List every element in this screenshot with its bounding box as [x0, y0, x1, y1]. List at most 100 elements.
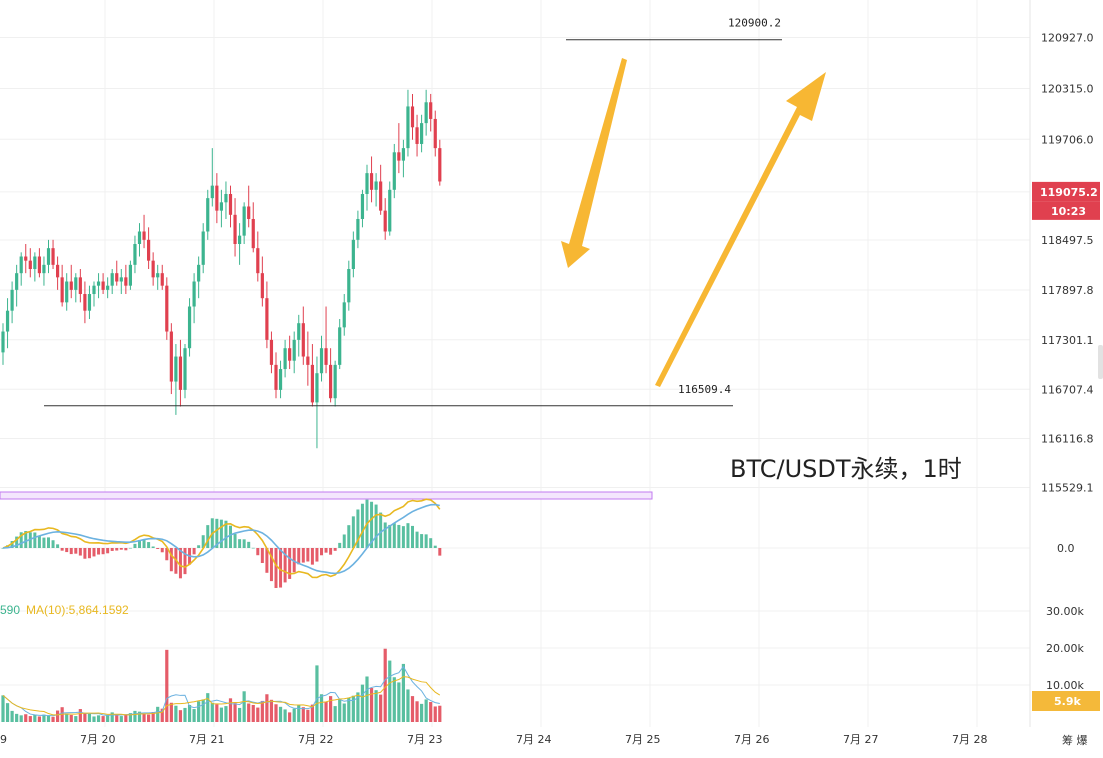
- candle-down: [60, 277, 64, 303]
- macd-histogram-bar: [351, 516, 355, 548]
- macd-histogram-bar: [56, 544, 60, 548]
- volume-bar: [315, 665, 319, 722]
- candle-down: [101, 281, 105, 290]
- candlestick-series: [1, 89, 442, 449]
- macd-histogram-bar: [33, 532, 37, 548]
- volume-tick-label: 30.00k: [1046, 605, 1084, 618]
- candle-up: [351, 239, 355, 270]
- macd-histogram-bar: [101, 548, 105, 555]
- current-volume-value: 5.9k: [1054, 695, 1081, 708]
- macd-histogram-bar: [360, 503, 364, 548]
- volume-bar: [433, 706, 437, 722]
- time-tick-label: 9: [0, 733, 7, 746]
- macd-histogram-bar: [233, 534, 237, 548]
- candle-down: [160, 273, 164, 286]
- candle-down: [433, 118, 437, 149]
- candle-up: [119, 277, 123, 282]
- macd-histogram-bar: [401, 526, 405, 548]
- macd-histogram-bar: [420, 534, 424, 548]
- price-tick-label: 120315.0: [1041, 83, 1094, 96]
- price-tick-label: 116116.8: [1041, 433, 1094, 446]
- macd-histogram-bar: [306, 548, 310, 562]
- macd-histogram-bar: [297, 548, 301, 565]
- volume-bar: [369, 687, 374, 722]
- volume-bar: [310, 704, 314, 722]
- candle-down: [265, 298, 269, 340]
- candle-up: [210, 185, 214, 199]
- annotation-arrows[interactable]: [561, 58, 826, 387]
- candle-down: [383, 210, 387, 232]
- volume-bar: [392, 677, 396, 722]
- price-tick-label: 117897.8: [1041, 284, 1094, 297]
- candle-up: [319, 348, 324, 374]
- macd-histogram-bar: [119, 548, 123, 550]
- volume-bar: [297, 705, 301, 722]
- candle-down: [124, 277, 128, 286]
- candle-up: [106, 285, 110, 290]
- candle-up: [96, 281, 101, 286]
- macd-histogram-bar: [242, 539, 246, 548]
- candle-up: [10, 289, 14, 311]
- volume-bar: [87, 713, 92, 722]
- volume-bar: [365, 676, 369, 722]
- volume-bar: [219, 707, 223, 722]
- candle-up: [401, 148, 405, 161]
- time-axis[interactable]: 9 7月 20 7月 21 7月 22 7月 23 7月 24 7月 25 7月 26 7月 2…: [0, 733, 988, 746]
- horizontal-lines[interactable]: 120900.2 116509.4: [44, 17, 782, 407]
- volume-bar: [415, 701, 419, 722]
- candle-up: [292, 339, 296, 361]
- macd-histogram-bar: [356, 509, 360, 548]
- candle-up: [42, 264, 46, 274]
- macd-histogram-bar: [124, 548, 128, 551]
- volume-bar: [137, 711, 142, 722]
- macd-dif-line: [2, 498, 441, 579]
- corner-label[interactable]: 筹 爆: [1062, 733, 1088, 747]
- macd-histogram-bar: [42, 537, 46, 548]
- volume-bar: [342, 703, 346, 722]
- price-axis[interactable]: 120927.0 120315.0 119706.0 118497.5 117897.8…: [1032, 32, 1100, 712]
- volume-bar: [438, 705, 442, 722]
- countdown-tag: [1032, 201, 1100, 220]
- candle-down: [415, 127, 419, 144]
- volume-bar: [406, 689, 410, 722]
- macd-histogram-bar: [138, 540, 141, 548]
- macd-histogram-bar: [1, 548, 5, 549]
- macd-histogram-bar: [92, 548, 96, 557]
- volume-bar: [46, 715, 51, 722]
- macd-histogram-bar: [133, 543, 137, 548]
- volume-bar: [242, 691, 246, 722]
- down-arrow-annotation[interactable]: [561, 58, 627, 268]
- candle-down: [37, 256, 41, 274]
- volume-bar: [224, 706, 228, 722]
- volume-bar: [388, 660, 392, 722]
- candle-down: [56, 264, 60, 278]
- volume-bar: [56, 710, 60, 722]
- macd-histogram-bar: [24, 531, 28, 548]
- candle-up: [283, 348, 287, 370]
- macd-histogram-bar: [288, 548, 292, 579]
- macd-histogram-bar: [406, 523, 410, 548]
- volume-bar: [183, 707, 187, 722]
- volume-bar: [306, 709, 310, 722]
- volume-bar: [233, 703, 237, 722]
- candle-down: [151, 260, 155, 278]
- volume-bar: [187, 704, 192, 722]
- volume-bar: [206, 693, 210, 722]
- macd-histogram-bar: [224, 520, 228, 548]
- current-price-tag[interactable]: [1032, 181, 1100, 202]
- up-arrow-annotation[interactable]: [655, 72, 826, 387]
- volume-bar: [92, 716, 96, 722]
- macd-histogram-bar: [329, 548, 333, 555]
- volume-bar: [288, 712, 292, 722]
- candle-up: [342, 302, 346, 328]
- candle-down: [429, 102, 433, 119]
- volume-bar: [251, 704, 255, 722]
- candle-up: [19, 256, 23, 274]
- volume-bar: [142, 713, 146, 722]
- macd-histogram-bar: [74, 548, 78, 554]
- candle-up: [333, 364, 337, 399]
- purple-range-bar: [0, 491, 653, 500]
- scroll-handle[interactable]: [1098, 345, 1103, 379]
- volume-bar: [178, 710, 183, 722]
